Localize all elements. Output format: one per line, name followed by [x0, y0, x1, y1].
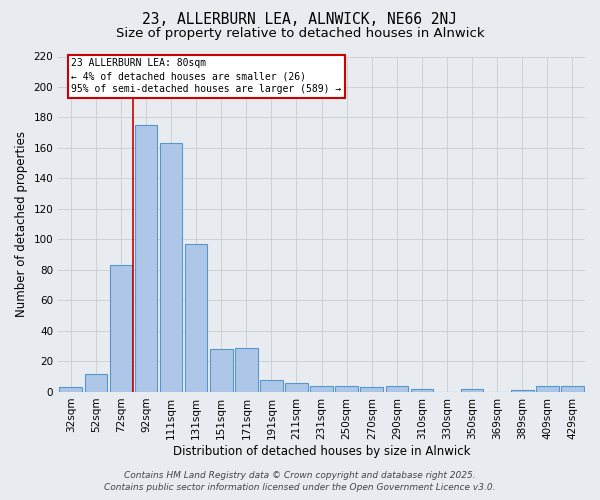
Bar — [410, 389, 433, 392]
Bar — [134, 125, 157, 392]
Bar — [561, 386, 584, 392]
Bar — [511, 390, 533, 392]
Bar — [310, 386, 333, 392]
Bar — [59, 388, 82, 392]
Bar — [260, 380, 283, 392]
Bar — [461, 389, 484, 392]
Y-axis label: Number of detached properties: Number of detached properties — [15, 131, 28, 317]
Bar — [361, 388, 383, 392]
Bar — [160, 144, 182, 392]
Bar — [285, 383, 308, 392]
Text: Contains HM Land Registry data © Crown copyright and database right 2025.
Contai: Contains HM Land Registry data © Crown c… — [104, 471, 496, 492]
Bar — [85, 374, 107, 392]
Text: Size of property relative to detached houses in Alnwick: Size of property relative to detached ho… — [116, 28, 484, 40]
Text: 23, ALLERBURN LEA, ALNWICK, NE66 2NJ: 23, ALLERBURN LEA, ALNWICK, NE66 2NJ — [143, 12, 458, 28]
Bar — [110, 266, 132, 392]
Bar — [185, 244, 208, 392]
Bar — [335, 386, 358, 392]
Bar — [386, 386, 408, 392]
Text: 23 ALLERBURN LEA: 80sqm
← 4% of detached houses are smaller (26)
95% of semi-det: 23 ALLERBURN LEA: 80sqm ← 4% of detached… — [71, 58, 341, 94]
Bar — [210, 350, 233, 392]
X-axis label: Distribution of detached houses by size in Alnwick: Distribution of detached houses by size … — [173, 444, 470, 458]
Bar — [235, 348, 257, 392]
Bar — [536, 386, 559, 392]
